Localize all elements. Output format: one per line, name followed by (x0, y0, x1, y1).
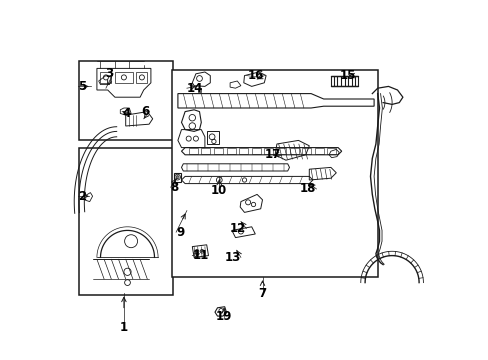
Text: 19: 19 (215, 310, 232, 323)
Text: 14: 14 (186, 82, 203, 95)
Text: 1: 1 (120, 321, 128, 334)
Text: 9: 9 (176, 226, 184, 239)
Text: 6: 6 (141, 105, 149, 118)
Bar (79, 148, 172, 295)
Bar (79, 61, 172, 140)
Text: 18: 18 (300, 183, 316, 195)
Text: 8: 8 (170, 181, 179, 194)
Text: 11: 11 (192, 249, 208, 262)
Text: 3: 3 (105, 67, 113, 80)
Text: 16: 16 (247, 69, 264, 82)
Text: 15: 15 (339, 69, 355, 82)
Text: 12: 12 (229, 222, 246, 235)
Text: 13: 13 (224, 251, 241, 264)
Bar (172, 70, 377, 277)
Text: 10: 10 (211, 184, 227, 197)
Text: 4: 4 (122, 107, 131, 120)
Text: 2: 2 (78, 190, 86, 203)
Text: 17: 17 (264, 148, 280, 161)
Text: 5: 5 (78, 80, 86, 93)
Text: 7: 7 (258, 287, 266, 300)
